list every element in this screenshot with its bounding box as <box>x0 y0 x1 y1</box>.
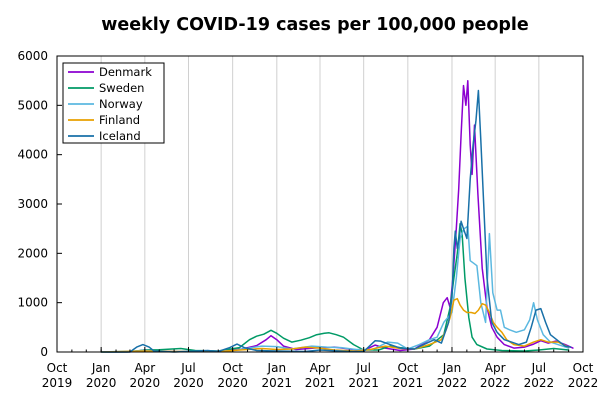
x-tick-label: Apr <box>134 361 155 375</box>
x-axis: Oct2019Jan2020Apr2020Jul2020Oct2020Jan20… <box>42 347 599 390</box>
y-tick-label: 4000 <box>17 148 48 162</box>
x-tick-label: 2022 <box>480 376 511 390</box>
x-tick-label: 2020 <box>217 376 248 390</box>
x-tick-label: Oct <box>573 361 594 375</box>
x-tick-label: 2020 <box>130 376 161 390</box>
y-tick-label: 2000 <box>17 246 48 260</box>
x-tick-label: Oct <box>397 361 418 375</box>
x-tick-label: Jul <box>180 361 195 375</box>
x-tick-label: Oct <box>222 361 243 375</box>
y-tick-label: 6000 <box>17 49 48 63</box>
vertical-gridlines <box>100 56 540 352</box>
y-axis: 0 1000 2000 3000 4000 5000 6000 <box>17 49 62 359</box>
x-tick-label: Apr <box>310 361 331 375</box>
legend-label-denmark: Denmark <box>99 65 152 79</box>
x-tick-label: 2022 <box>568 376 599 390</box>
y-tick-label: 3000 <box>17 197 48 211</box>
x-tick-label: Apr <box>485 361 506 375</box>
series-line-norway <box>100 225 570 353</box>
x-tick-label: 2020 <box>173 376 204 390</box>
x-tick-label: Jan <box>442 361 462 375</box>
x-tick-label: 2019 <box>42 376 73 390</box>
x-tick-label: 2021 <box>348 376 379 390</box>
x-tick-label: 2020 <box>86 376 117 390</box>
series-line-iceland <box>100 89 572 353</box>
legend-label-sweden: Sweden <box>99 81 144 95</box>
chart-title: weekly COVID-19 cases per 100,000 people <box>101 15 529 35</box>
series-lines <box>100 79 574 353</box>
x-tick-label: 2021 <box>262 376 293 390</box>
x-tick-label: 2021 <box>393 376 424 390</box>
legend-box <box>62 62 165 144</box>
legend-label-iceland: Iceland <box>99 129 141 143</box>
y-tick-label: 5000 <box>17 98 48 112</box>
series-line-sweden <box>100 222 570 353</box>
y-tick-label: 0 <box>40 345 48 359</box>
y-tick-label: 1000 <box>17 296 48 310</box>
legend-label-finland: Finland <box>99 113 140 127</box>
legend: Denmark Sweden Norway Finland Iceland <box>62 62 165 144</box>
x-tick-label: 2021 <box>305 376 336 390</box>
x-tick-label: Jul <box>531 361 546 375</box>
legend-label-norway: Norway <box>99 97 143 111</box>
series-line-denmark <box>100 79 574 353</box>
x-tick-label: 2022 <box>524 376 555 390</box>
x-tick-label: Jan <box>267 361 287 375</box>
x-tick-label: Oct <box>47 361 68 375</box>
series-line-finland <box>100 297 570 353</box>
x-tick-label: Jul <box>355 361 370 375</box>
x-tick-label: Jan <box>91 361 111 375</box>
x-tick-label: 2022 <box>437 376 468 390</box>
